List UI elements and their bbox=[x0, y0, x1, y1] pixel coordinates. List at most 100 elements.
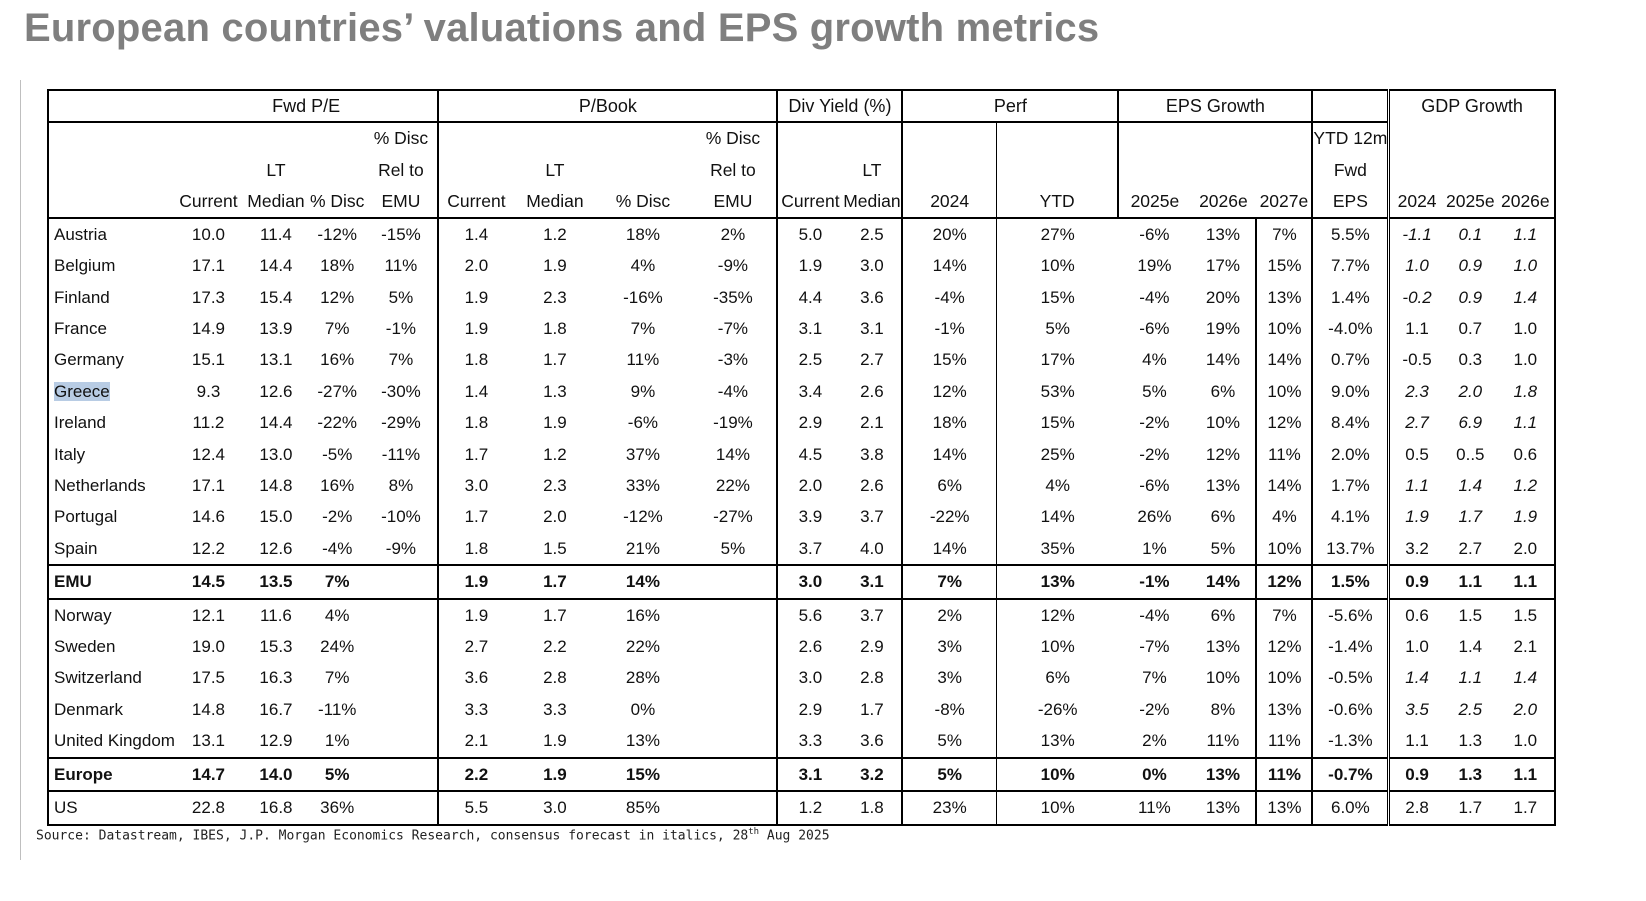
table-cell: 2.5 bbox=[776, 344, 843, 377]
table-cell: 4% bbox=[1142, 350, 1167, 370]
row-label: Greece bbox=[48, 376, 175, 407]
table-cell: 2.3 bbox=[1387, 376, 1444, 408]
table-cell: -15% bbox=[381, 224, 421, 244]
table-cell: 1.0 bbox=[1513, 350, 1538, 370]
table-cell: 1.7 bbox=[543, 350, 567, 370]
table-cell: 1.0 bbox=[1513, 319, 1538, 339]
row-label-text: Germany bbox=[54, 350, 124, 370]
table-cell: 6% bbox=[1210, 381, 1236, 401]
table-cell: 7% bbox=[309, 564, 365, 599]
table-cell: 1.1 bbox=[1513, 224, 1538, 244]
row-label: Denmark bbox=[48, 694, 175, 725]
table-cell: 0.7% bbox=[1311, 344, 1389, 377]
table-cell: 14% bbox=[901, 438, 997, 471]
table-cell: -4% bbox=[901, 281, 997, 314]
table-cell: 35% bbox=[995, 533, 1119, 566]
table-cell: 1.7 bbox=[1458, 507, 1483, 527]
table-cell: 7% bbox=[901, 564, 997, 599]
table-cell: 5% bbox=[720, 538, 746, 558]
table-row: Ireland 11.2 14.4 -22% -29% 1.8 1.9 -6% -19% 2.9 2… bbox=[48, 407, 1555, 439]
table-row: Finland 17.3 15.4 12% 5% 1.9 2.3 -16% -35% 4.4 3.6… bbox=[48, 281, 1555, 314]
table-cell: 22% bbox=[625, 636, 660, 656]
table-cell: 4% bbox=[630, 256, 656, 276]
group-eps-growth: EPS Growth bbox=[1117, 90, 1313, 122]
table-cell: 1.5 bbox=[543, 538, 567, 558]
table-cell bbox=[364, 631, 438, 662]
table-row: EMU 14.5 13.5 7% 1.9 1.7 14% 3.0 3.1 7% 13% -1% 14% 1… bbox=[48, 564, 1555, 599]
row-label-text: Portugal bbox=[54, 507, 118, 527]
table-cell: 11.2 bbox=[192, 413, 225, 433]
table-cell: 2.9 bbox=[776, 407, 843, 439]
table-cell: 13% bbox=[1205, 636, 1240, 656]
table-cell: -0.7% bbox=[1311, 756, 1389, 792]
table-cell: 1.8 bbox=[437, 533, 514, 566]
table-cell: 3.8 bbox=[860, 444, 884, 464]
row-label: Portugal bbox=[48, 502, 175, 533]
table-row: Spain 12.2 12.6 -4% -9% 1.8 1.5 21% 5% 3.7 4.0 14% 3… bbox=[48, 533, 1555, 566]
table-cell: 14% bbox=[901, 250, 997, 282]
table-cell: 9.3 bbox=[196, 381, 221, 401]
table-cell: 14% bbox=[1255, 344, 1313, 377]
row-label-text: Ireland bbox=[54, 413, 106, 433]
table-cell: 1.7 bbox=[437, 501, 514, 534]
table-cell: -30% bbox=[381, 381, 421, 401]
table-cell bbox=[689, 694, 777, 725]
table-cell: 10% bbox=[995, 631, 1119, 663]
table-cell: 1.7 bbox=[437, 438, 514, 471]
table-cell: 0% bbox=[1118, 756, 1191, 792]
table-cell: 3% bbox=[901, 631, 997, 663]
table-cell: 1.9 bbox=[776, 250, 843, 282]
table-cell: -19% bbox=[713, 413, 753, 433]
table-cell: 1.7% bbox=[1311, 470, 1389, 502]
row-label-text: Belgium bbox=[54, 256, 116, 276]
table-cell: 18% bbox=[320, 256, 355, 276]
table-cell: 2.6 bbox=[860, 381, 884, 401]
table-cell: 24% bbox=[320, 636, 355, 656]
table-cell: 37% bbox=[625, 444, 660, 464]
table-cell: 2.3 bbox=[543, 475, 567, 495]
row-label-text: Greece bbox=[54, 381, 110, 401]
hdr-pb-current: Current bbox=[437, 185, 514, 220]
table-cell: 15.4 bbox=[259, 287, 293, 307]
table-cell: 0% bbox=[630, 699, 656, 719]
table-cell: -5% bbox=[322, 444, 353, 464]
table-cell: 1.9 bbox=[543, 256, 567, 276]
table-cell: 0.6 bbox=[1513, 444, 1538, 464]
table-cell: -2% bbox=[1139, 699, 1170, 719]
row-label-text: EMU bbox=[54, 572, 92, 592]
hdr-pct-disc: % Disc bbox=[309, 185, 365, 220]
table-cell bbox=[364, 663, 438, 694]
table-cell bbox=[364, 694, 438, 725]
row-label: Italy bbox=[48, 439, 175, 470]
table-cell: 3.0 bbox=[860, 256, 884, 276]
table-cell: 2% bbox=[1142, 731, 1167, 751]
table-row: Italy 12.4 13.0 -5% -11% 1.7 1.2 37% 14% 4.5 3.8 14… bbox=[48, 438, 1555, 471]
table-cell: 1.1 bbox=[1443, 564, 1497, 599]
table-cell: 16% bbox=[320, 475, 355, 495]
group-div-yield: Div Yield (%) bbox=[776, 90, 903, 122]
table-cell: 1.9 bbox=[543, 413, 567, 433]
row-label-text: France bbox=[54, 319, 107, 339]
table-cell: 3.2 bbox=[842, 756, 903, 792]
table-cell: 7% bbox=[1142, 668, 1167, 688]
left-margin-rule bbox=[20, 80, 21, 860]
table-cell: 2.8 bbox=[543, 668, 567, 688]
table-cell bbox=[689, 631, 777, 662]
table-cell: 25% bbox=[995, 438, 1119, 471]
hdr-median: Median bbox=[241, 185, 310, 220]
table-cell bbox=[364, 756, 439, 792]
table-cell: 11% bbox=[1255, 756, 1313, 792]
table-cell: 13% bbox=[995, 564, 1119, 599]
table-row: Greece 9.3 12.6 -27% -30% 1.4 1.3 9% -4% 3.4 2.6 12… bbox=[48, 376, 1555, 408]
table-cell: -35% bbox=[713, 287, 753, 307]
table-cell: -5.6% bbox=[1311, 597, 1389, 632]
row-label: France bbox=[48, 313, 175, 344]
table-cell: 12% bbox=[320, 287, 355, 307]
hdr-perf-2024: 2024 bbox=[901, 185, 997, 220]
table-cell: 13% bbox=[1205, 224, 1240, 244]
hdr-eps-2026e: 2026e bbox=[1190, 185, 1257, 220]
table-cell: 13% bbox=[995, 725, 1119, 758]
table-cell: 13% bbox=[1190, 756, 1257, 792]
table-cell: 26% bbox=[1137, 507, 1172, 527]
table-cell: 28% bbox=[625, 668, 660, 688]
